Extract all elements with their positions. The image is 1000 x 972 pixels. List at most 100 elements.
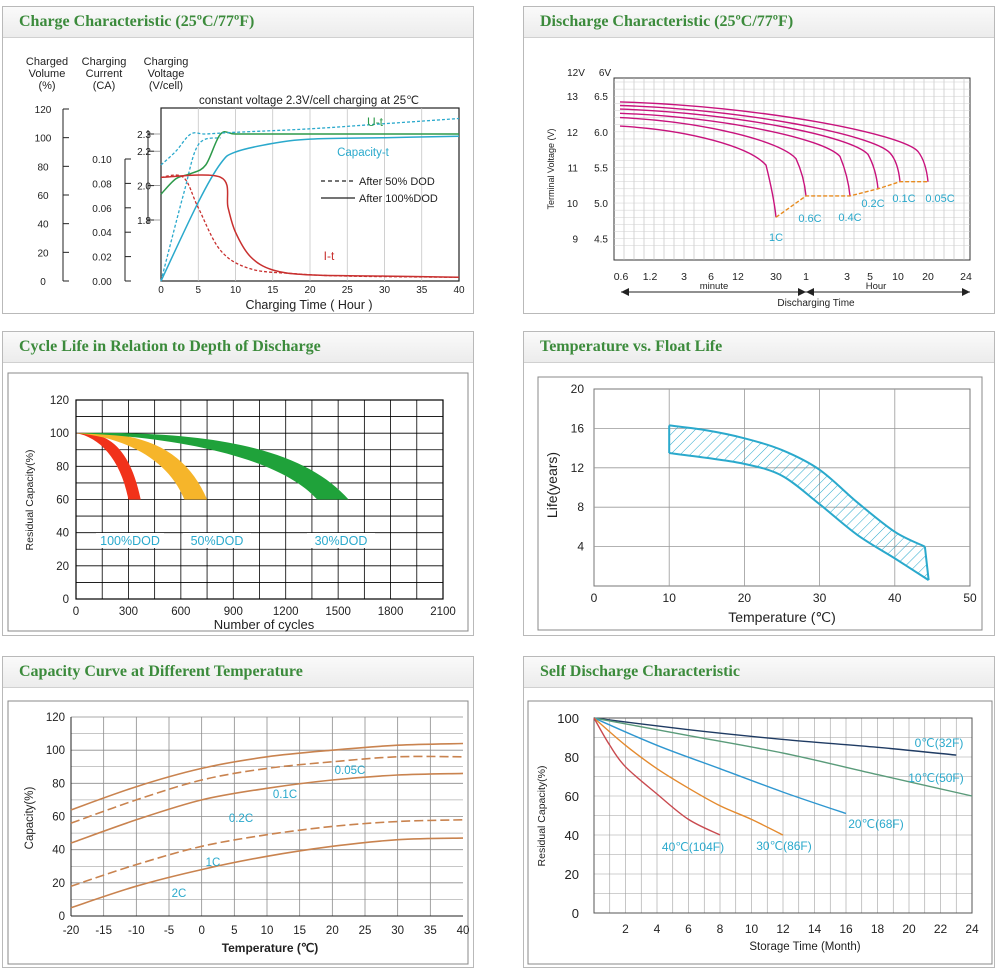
x-axis-label: Number of cycles <box>214 617 315 632</box>
y-tick-label: 60 <box>56 495 69 507</box>
cycle-life-panel: Cycle Life in Relation to Depth of Disch… <box>2 331 474 636</box>
x-tick-label: 15 <box>267 285 279 296</box>
curve-label: 1C <box>206 857 221 869</box>
rate-label: 1C <box>769 232 783 244</box>
chart-subtitle: constant voltage 2.3V/cell charging at 2… <box>199 95 419 107</box>
charge-characteristic-panel: Charge Characteristic (25ºC/77ºF) Charge… <box>2 6 474 314</box>
x-tick-label: 300 <box>119 606 138 618</box>
x-tick-label: 1 <box>803 271 809 283</box>
current-tick-label: 0.08 <box>92 179 112 190</box>
chart-area: 120 100 80 60 40 20 0 0 300 600 900 1200 1500 1800 210… <box>3 363 473 635</box>
y-tick-label: 4 <box>577 540 584 554</box>
y-tick-label: 100 <box>50 428 69 440</box>
legend-label-100: After 100%DOD <box>359 193 438 205</box>
axis-header-0: (%) <box>38 80 55 92</box>
x-axis-label: Temperature (℃) <box>728 609 836 625</box>
x-tick-label: 16 <box>839 922 853 936</box>
x-tick-label: 4 <box>654 922 661 936</box>
x-tick-label: 0 <box>591 591 598 605</box>
self-discharge-curve-2 <box>593 717 847 815</box>
x-tick-label: 10 <box>261 925 274 937</box>
y-tick-label: 20 <box>571 382 585 396</box>
current-tick-label: 0.06 <box>92 204 112 215</box>
x-tick-label: 30 <box>391 925 404 937</box>
arrow-head-right <box>962 288 970 296</box>
capacity-curve-100 <box>160 135 460 282</box>
x-tick-label: 14 <box>808 922 822 936</box>
temp-curve-2C <box>70 837 464 909</box>
y-tick-label: 120 <box>46 712 65 724</box>
y-tick-6v: 5.0 <box>594 199 608 210</box>
current-tick-label: 0.10 <box>92 155 112 166</box>
temp-curve-0.05C <box>70 742 464 811</box>
curve-label: 10℃(50F) <box>908 771 964 785</box>
cycle-life-chart: 120 100 80 60 40 20 00 300 600 900 1200 1500 1800 210… <box>7 372 469 632</box>
x-tick-label: 22 <box>934 922 948 936</box>
y-tick-12v: 11 <box>568 163 579 174</box>
dod-label-bg <box>96 533 164 548</box>
y-axis-label: Life(years) <box>544 452 560 518</box>
discharge-curve-0.4C <box>619 112 851 196</box>
y-axis-label: Residual Capacity(%) <box>24 450 36 551</box>
y-tick-label: 40 <box>52 845 65 857</box>
y-tick-label: 8 <box>577 500 584 514</box>
x-tick-label: 3 <box>681 271 687 283</box>
self-discharge-curve-4 <box>593 717 721 836</box>
float-life-end-edge <box>923 546 930 581</box>
volume-tick-label: 80 <box>37 162 49 173</box>
y-axis-label: Terminal Voltage (V) <box>546 128 556 209</box>
x-tick-label: 12 <box>776 922 790 936</box>
x-tick-label: 2100 <box>430 606 456 618</box>
current-curve-label: I-t <box>324 249 335 263</box>
axis-header-1: (CA) <box>93 80 116 92</box>
x-tick-label: 50 <box>963 591 977 605</box>
y-tick-6v: 6.5 <box>594 92 608 103</box>
legend-label-50: After 50% DOD <box>359 176 435 188</box>
dod-label: 100%DOD <box>100 534 160 548</box>
chart-border <box>7 372 469 632</box>
volume-tick-label: 120 <box>35 105 52 116</box>
x-tick-label: 5 <box>231 925 237 937</box>
dod-label: 30%DOD <box>315 534 368 548</box>
x-tick-label: 25 <box>359 925 372 937</box>
self-discharge-curve-3 <box>593 717 784 836</box>
volume-tick-label: 0 <box>40 277 46 288</box>
y-tick-label: 60 <box>565 789 579 804</box>
x-tick-label: 40 <box>457 925 470 937</box>
x-tick-label: 30 <box>770 271 782 283</box>
chart-border <box>7 700 469 965</box>
plot-frame <box>593 717 973 914</box>
x-tick-label: 18 <box>871 922 885 936</box>
x-tick-label: 20 <box>902 922 916 936</box>
x-tick-label: 5 <box>867 271 873 283</box>
rate-label: 0.4C <box>838 212 861 224</box>
float-life-panel: Temperature vs. Float Life 20 16 12 8 4 0 10 20… <box>523 331 995 636</box>
axis-header-2: Charging <box>144 56 189 68</box>
x-tick-label: 20 <box>738 591 752 605</box>
y-tick-12v: 10 <box>567 199 579 210</box>
x-tick-label: 5 <box>195 285 201 296</box>
y-tick-label: 0 <box>572 906 579 921</box>
curve-label: 2C <box>172 888 187 900</box>
x-tick-label: 0 <box>198 925 204 937</box>
axis-header-1: Current <box>86 68 123 80</box>
discharge-curve-0.6C <box>619 116 807 196</box>
chart-title: Cycle Life in Relation to Depth of Disch… <box>19 338 321 355</box>
x-tick-label: 24 <box>965 922 979 936</box>
x-tick-label: 8 <box>717 922 724 936</box>
x-tick-label: -15 <box>95 925 112 937</box>
current-tick-label: 0.02 <box>92 253 112 264</box>
x-tick-label: 20 <box>326 925 339 937</box>
x-tick-label: 25 <box>342 285 354 296</box>
x-axis-label: Storage Time (Month) <box>749 941 860 953</box>
y-tick-12v: 12 <box>567 128 579 139</box>
x-tick-label: 0 <box>158 285 164 296</box>
discharge-curve-0.1C <box>619 104 901 182</box>
y-tick-6v: 4.5 <box>594 235 608 246</box>
y-tick-label: 0 <box>59 911 65 923</box>
x-tick-label: 6 <box>685 922 692 936</box>
temp-curve-0.2C <box>70 772 464 844</box>
x-tick-label: 12 <box>732 271 744 283</box>
